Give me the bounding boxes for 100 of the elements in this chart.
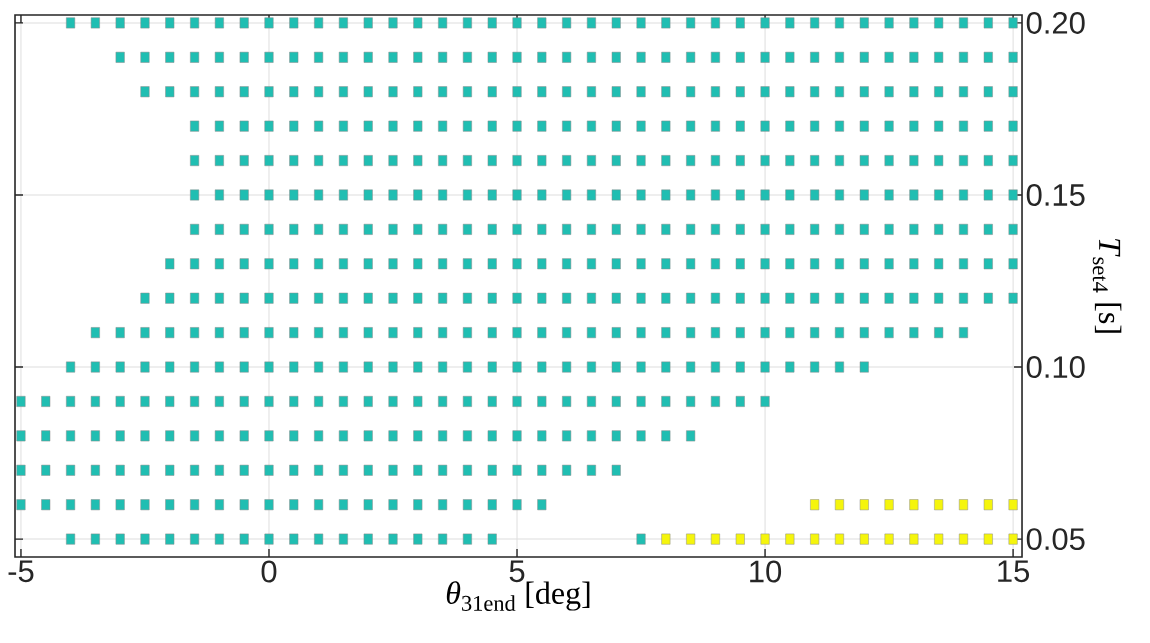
- point: [760, 155, 770, 167]
- point: [686, 51, 696, 63]
- point: [785, 223, 795, 235]
- point: [239, 51, 249, 63]
- point: [586, 327, 596, 339]
- point: [264, 464, 274, 476]
- point: [314, 155, 324, 167]
- point: [785, 361, 795, 373]
- point: [983, 51, 993, 63]
- point: [413, 361, 423, 373]
- point: [586, 464, 596, 476]
- point: [338, 430, 348, 442]
- point: [958, 51, 968, 63]
- point: [214, 533, 224, 545]
- point: [165, 51, 175, 63]
- point: [983, 120, 993, 132]
- point: [636, 189, 646, 201]
- point: [115, 51, 125, 63]
- point: [810, 258, 820, 270]
- point: [735, 533, 745, 545]
- point: [338, 327, 348, 339]
- point: [438, 17, 448, 29]
- point: [562, 464, 572, 476]
- point: [289, 533, 299, 545]
- point: [41, 464, 51, 476]
- point: [661, 223, 671, 235]
- point: [834, 533, 844, 545]
- point: [884, 189, 894, 201]
- point: [810, 292, 820, 304]
- point: [859, 189, 869, 201]
- point: [611, 292, 621, 304]
- point: [462, 430, 472, 442]
- point: [487, 223, 497, 235]
- point: [562, 155, 572, 167]
- point: [537, 396, 547, 407]
- point: [859, 327, 869, 339]
- point: [413, 430, 423, 442]
- point: [165, 17, 175, 29]
- point: [611, 120, 621, 132]
- point: [586, 86, 596, 98]
- point: [586, 120, 596, 132]
- point: [289, 258, 299, 270]
- point: [735, 189, 745, 201]
- point: [537, 155, 547, 167]
- point: [909, 327, 919, 339]
- point: [884, 17, 894, 29]
- point: [462, 51, 472, 63]
- point: [388, 155, 398, 167]
- point: [859, 86, 869, 98]
- point: [636, 51, 646, 63]
- point: [636, 533, 646, 545]
- point: [190, 258, 200, 270]
- point: [462, 155, 472, 167]
- point: [760, 292, 770, 304]
- point: [710, 17, 720, 29]
- point: [909, 155, 919, 167]
- point: [338, 155, 348, 167]
- point: [190, 499, 200, 511]
- point: [239, 499, 249, 511]
- point: [537, 327, 547, 339]
- point: [785, 120, 795, 132]
- point: [363, 499, 373, 511]
- point: [1008, 223, 1018, 235]
- point: [413, 17, 423, 29]
- point: [264, 86, 274, 98]
- point: [710, 258, 720, 270]
- point: [760, 120, 770, 132]
- point: [710, 396, 720, 407]
- point: [785, 189, 795, 201]
- point: [909, 17, 919, 29]
- point: [810, 51, 820, 63]
- point: [884, 86, 894, 98]
- point: [586, 361, 596, 373]
- point: [462, 120, 472, 132]
- point: [338, 499, 348, 511]
- point: [289, 361, 299, 373]
- point: [760, 258, 770, 270]
- point: [586, 155, 596, 167]
- point: [264, 533, 274, 545]
- point: [1008, 189, 1018, 201]
- point: [834, 292, 844, 304]
- point: [512, 430, 522, 442]
- point: [810, 120, 820, 132]
- point: [388, 120, 398, 132]
- point: [314, 51, 324, 63]
- point: [735, 292, 745, 304]
- point: [487, 258, 497, 270]
- point: [710, 292, 720, 304]
- point: [785, 155, 795, 167]
- point: [314, 17, 324, 29]
- point: [760, 86, 770, 98]
- point: [165, 361, 175, 373]
- point: [909, 533, 919, 545]
- point: [214, 292, 224, 304]
- point: [1008, 533, 1018, 545]
- point: [487, 499, 497, 511]
- point: [735, 327, 745, 339]
- point: [1008, 17, 1018, 29]
- point: [289, 464, 299, 476]
- point: [165, 292, 175, 304]
